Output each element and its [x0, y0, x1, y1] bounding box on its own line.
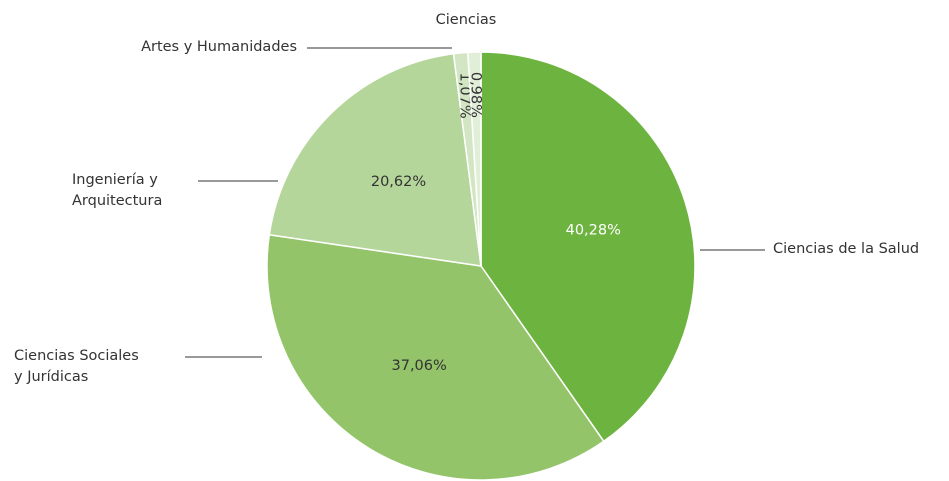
- value-label: 40,28%: [566, 223, 621, 239]
- category-label: Ingeniería y Arquitectura: [72, 172, 163, 209]
- pie-slice: [467, 51, 482, 267]
- value-label: 20,62%: [371, 174, 426, 190]
- category-label: Artes y Humanidades: [141, 39, 297, 55]
- category-label: Ciencias de la Salud: [773, 241, 920, 257]
- category-label: Ciencias Sociales y Jurídicas: [14, 348, 139, 385]
- pie-slice: [266, 233, 605, 481]
- category-label: Ciencias: [435, 12, 497, 28]
- value-label: 37,06%: [392, 358, 447, 374]
- value-label: 1,07%: [457, 73, 473, 119]
- value-label: 0,98%: [468, 72, 484, 118]
- pie-slice: [480, 51, 696, 443]
- pie-slice: [268, 52, 482, 267]
